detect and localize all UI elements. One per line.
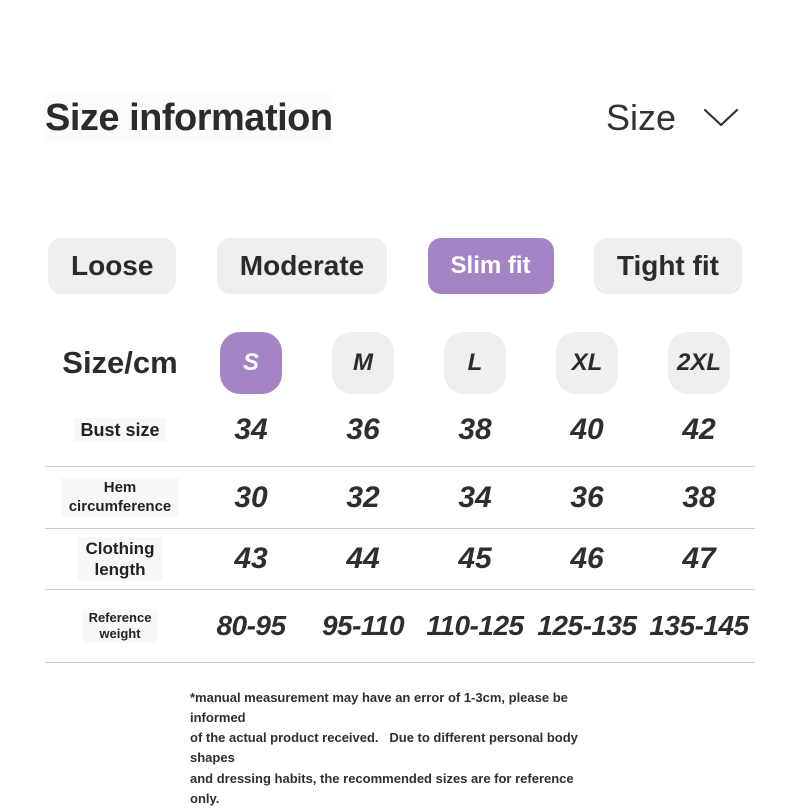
cell-value: 44 xyxy=(346,542,380,575)
cell-value: 125-135 xyxy=(537,610,637,641)
size-dropdown[interactable]: Size xyxy=(606,97,740,139)
table-row-bust-size: Bust size 34 36 38 40 42 xyxy=(45,394,755,467)
cell-value: 43 xyxy=(234,542,268,575)
cell-value: 45 xyxy=(458,542,492,575)
table-row-clothing-length: Clothing length 43 44 45 46 47 xyxy=(45,529,755,590)
size-chip-2xl[interactable]: 2XL xyxy=(668,332,730,394)
cell-value: 47 xyxy=(682,542,716,575)
header: Size information Size xyxy=(0,0,790,142)
cell-value: 42 xyxy=(682,413,716,446)
cell-value: 38 xyxy=(682,480,716,514)
cell-value: 38 xyxy=(458,413,492,446)
row-label: Bust size xyxy=(74,417,166,443)
disclaimer-line: *manual measurement may have an error of… xyxy=(190,690,572,726)
disclaimer-line: of the actual product received. Due to d… xyxy=(190,730,582,766)
row-label: Clothing length xyxy=(77,536,163,582)
measurement-disclaimer: *manual measurement may have an error of… xyxy=(190,688,590,809)
cell-value: 36 xyxy=(346,413,380,446)
disclaimer-line: and dressing habits, the recommended siz… xyxy=(190,770,578,806)
chevron-down-icon xyxy=(702,107,740,129)
row-label: Reference weight xyxy=(82,608,158,644)
cell-value: 135-145 xyxy=(649,610,749,641)
table-row-reference-weight: Reference weight 80-95 95-110 110-125 12… xyxy=(45,590,755,663)
page-title: Size information xyxy=(45,94,333,142)
cell-value: 34 xyxy=(458,480,492,514)
size-selector-row: Size/cm S M L XL 2XL xyxy=(45,332,755,394)
cell-value: 36 xyxy=(570,480,604,514)
fit-option-tight-fit[interactable]: Tight fit xyxy=(593,238,742,294)
fit-options-row: Loose Moderate Slim fit Tight fit xyxy=(48,238,742,294)
cell-value: 95-110 xyxy=(321,610,405,641)
fit-option-moderate[interactable]: Moderate xyxy=(216,238,388,294)
size-chip-m[interactable]: M xyxy=(332,332,394,394)
cell-value: 110-125 xyxy=(426,610,524,641)
size-unit-label: Size/cm xyxy=(62,345,178,380)
size-chip-s[interactable]: S xyxy=(220,332,282,394)
row-label: Hem circumference xyxy=(61,477,179,518)
size-chip-xl[interactable]: XL xyxy=(556,332,618,394)
cell-value: 34 xyxy=(234,413,268,446)
cell-value: 30 xyxy=(234,480,268,514)
cell-value: 40 xyxy=(570,413,604,446)
fit-option-loose[interactable]: Loose xyxy=(48,238,177,294)
cell-value: 46 xyxy=(570,542,604,575)
size-dropdown-label: Size xyxy=(605,97,676,138)
cell-value: 32 xyxy=(346,480,380,514)
cell-value: 80-95 xyxy=(216,610,286,641)
table-row-hem-circumference: Hem circumference 30 32 34 36 38 xyxy=(45,467,755,529)
fit-option-slim-fit[interactable]: Slim fit xyxy=(427,238,554,294)
size-chip-l[interactable]: L xyxy=(444,332,506,394)
